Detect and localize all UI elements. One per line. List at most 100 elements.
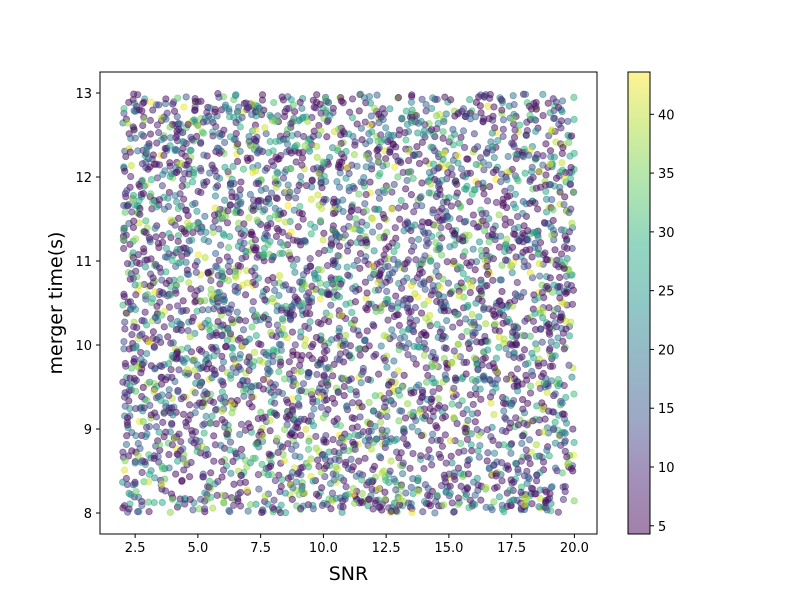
scatter-point [121, 167, 129, 175]
scatter-point [349, 225, 357, 233]
scatter-point [243, 486, 251, 494]
scatter-point [542, 195, 551, 203]
scatter-point [551, 246, 559, 254]
scatter-point [557, 124, 565, 132]
scatter-point [441, 478, 450, 486]
scatter-point [313, 153, 321, 161]
scatter-point [510, 382, 518, 390]
scatter-point [182, 355, 190, 363]
scatter-point [510, 478, 518, 486]
scatter-point [497, 471, 505, 479]
scatter-point [177, 225, 186, 233]
scatter-point [322, 431, 330, 440]
colorbar-tick-label: 35 [658, 167, 675, 182]
scatter-point [361, 437, 369, 445]
scatter-point [139, 417, 147, 426]
scatter-point [374, 484, 383, 493]
scatter-point [535, 259, 543, 268]
scatter-point [501, 221, 509, 229]
scatter-point [431, 175, 439, 184]
scatter-point [307, 195, 315, 203]
scatter-point [510, 350, 518, 358]
scatter-point [396, 407, 404, 415]
scatter-point [545, 304, 553, 312]
scatter-point [248, 231, 256, 239]
scatter-point [317, 266, 326, 274]
scatter-point [489, 255, 497, 263]
scatter-point [314, 318, 322, 327]
scatter-point [183, 266, 191, 274]
scatter-point [156, 264, 164, 272]
scatter-point [306, 255, 314, 263]
scatter-point [436, 186, 444, 194]
scatter-point [213, 263, 221, 271]
scatter-point [252, 246, 260, 254]
scatter-point [432, 112, 441, 120]
scatter-point [276, 361, 284, 369]
scatter-point [141, 308, 149, 316]
scatter-point [309, 477, 317, 485]
scatter-point [249, 168, 257, 177]
scatter-point [194, 251, 203, 259]
scatter-point [159, 418, 167, 426]
scatter-point [214, 317, 222, 326]
scatter-point [387, 457, 395, 465]
scatter-point [450, 130, 459, 138]
scatter-point [214, 477, 222, 486]
scatter-point [481, 227, 489, 235]
scatter-point [422, 378, 431, 386]
scatter-point [273, 168, 281, 176]
scatter-point [259, 313, 268, 321]
scatter-point [128, 428, 136, 437]
scatter-point [471, 384, 480, 393]
scatter-point [371, 392, 379, 400]
scatter-point [344, 271, 352, 279]
scatter-point [567, 205, 575, 213]
scatter-point [139, 121, 147, 130]
scatter-point [119, 235, 127, 244]
scatter-point [407, 227, 415, 235]
scatter-point [303, 292, 311, 300]
scatter-point [137, 369, 145, 377]
scatter-point [544, 495, 552, 504]
scatter-point [334, 146, 342, 155]
scatter-point [523, 235, 531, 243]
scatter-point [391, 224, 399, 232]
scatter-point [134, 147, 142, 155]
scatter-point [160, 323, 168, 331]
colorbar-tick-label: 20 [658, 343, 675, 358]
scatter-point [313, 91, 321, 99]
scatter-point [422, 107, 430, 115]
scatter-point [440, 307, 448, 315]
scatter-point [237, 420, 246, 428]
scatter-point [425, 446, 433, 454]
scatter-point [131, 201, 139, 209]
scatter-point [524, 227, 532, 235]
scatter-point [132, 267, 140, 275]
scatter-point [326, 457, 335, 465]
scatter-point [140, 248, 148, 256]
scatter-point [532, 98, 540, 107]
scatter-point [451, 177, 460, 185]
scatter-point [254, 147, 263, 155]
scatter-point [396, 215, 404, 223]
scatter-point [510, 230, 518, 238]
scatter-point [190, 222, 198, 230]
scatter-point [390, 499, 399, 507]
scatter-point [328, 394, 337, 403]
scatter-point [201, 212, 209, 220]
scatter-point [131, 480, 139, 488]
scatter-point [409, 151, 417, 159]
scatter-point [309, 132, 317, 140]
scatter-point [147, 190, 155, 198]
scatter-point [158, 311, 166, 319]
scatter-point [237, 178, 245, 186]
scatter-point [499, 116, 508, 124]
scatter-point [473, 426, 481, 434]
scatter-point [236, 147, 244, 155]
scatter-point [238, 452, 246, 460]
scatter-point [561, 175, 569, 183]
scatter-point [317, 403, 325, 411]
scatter-point [184, 327, 192, 335]
scatter-point [484, 449, 492, 457]
